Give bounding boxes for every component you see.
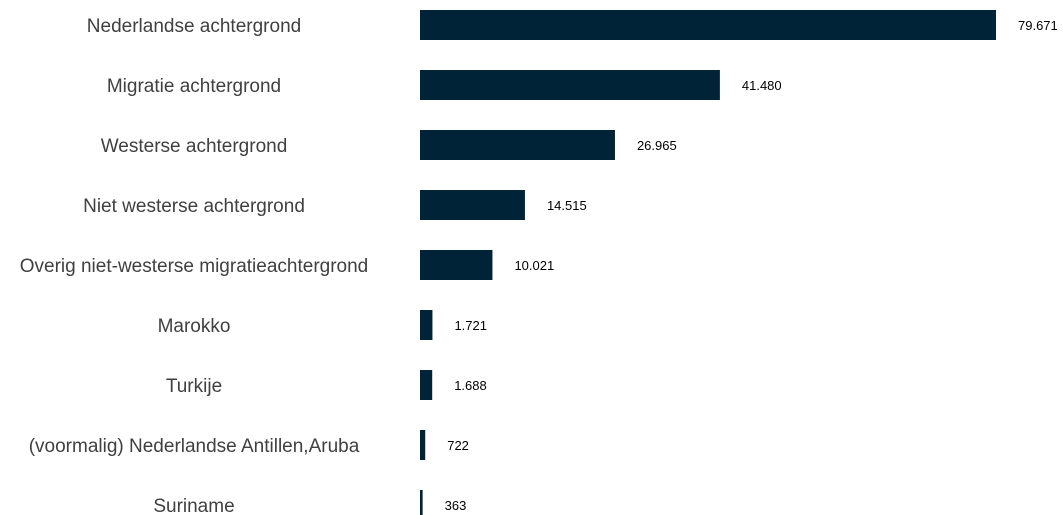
- bar: [420, 250, 493, 280]
- bar: [420, 430, 426, 460]
- value-labels: 79.671 41.480 26.965 14.515 10.021 1.721 1.688…: [445, 18, 1058, 513]
- value-label: 14.515: [547, 198, 587, 213]
- value-label: 363: [445, 498, 467, 513]
- category-label: Overig niet-westerse migratieachtergrond: [20, 256, 369, 277]
- category-label: Nederlandse achtergrond: [87, 16, 301, 37]
- bars: [420, 10, 996, 515]
- value-label: 10.021: [514, 258, 554, 273]
- category-label: Migratie achtergrond: [107, 76, 281, 97]
- category-label: Suriname: [153, 496, 234, 515]
- category-labels: Nederlandse achtergrond Migratie achtergr…: [20, 16, 369, 515]
- value-label: 41.480: [742, 78, 782, 93]
- bar: [420, 490, 423, 515]
- value-label: 1.721: [454, 318, 487, 333]
- bar: [420, 10, 996, 40]
- category-label: Niet westerse achtergrond: [83, 196, 305, 217]
- value-label: 79.671: [1018, 18, 1058, 33]
- category-label: Marokko: [158, 316, 231, 337]
- value-label: 1.688: [454, 378, 487, 393]
- bar: [420, 70, 720, 100]
- category-label: (voormalig) Nederlandse Antillen,Aruba: [29, 436, 360, 457]
- bar: [420, 190, 525, 220]
- value-label: 26.965: [637, 138, 677, 153]
- bar: [420, 310, 433, 340]
- bar: [420, 370, 433, 400]
- category-label: Turkije: [166, 376, 222, 397]
- value-label: 722: [447, 438, 469, 453]
- category-label: Westerse achtergrond: [101, 136, 288, 157]
- bar: [420, 130, 615, 160]
